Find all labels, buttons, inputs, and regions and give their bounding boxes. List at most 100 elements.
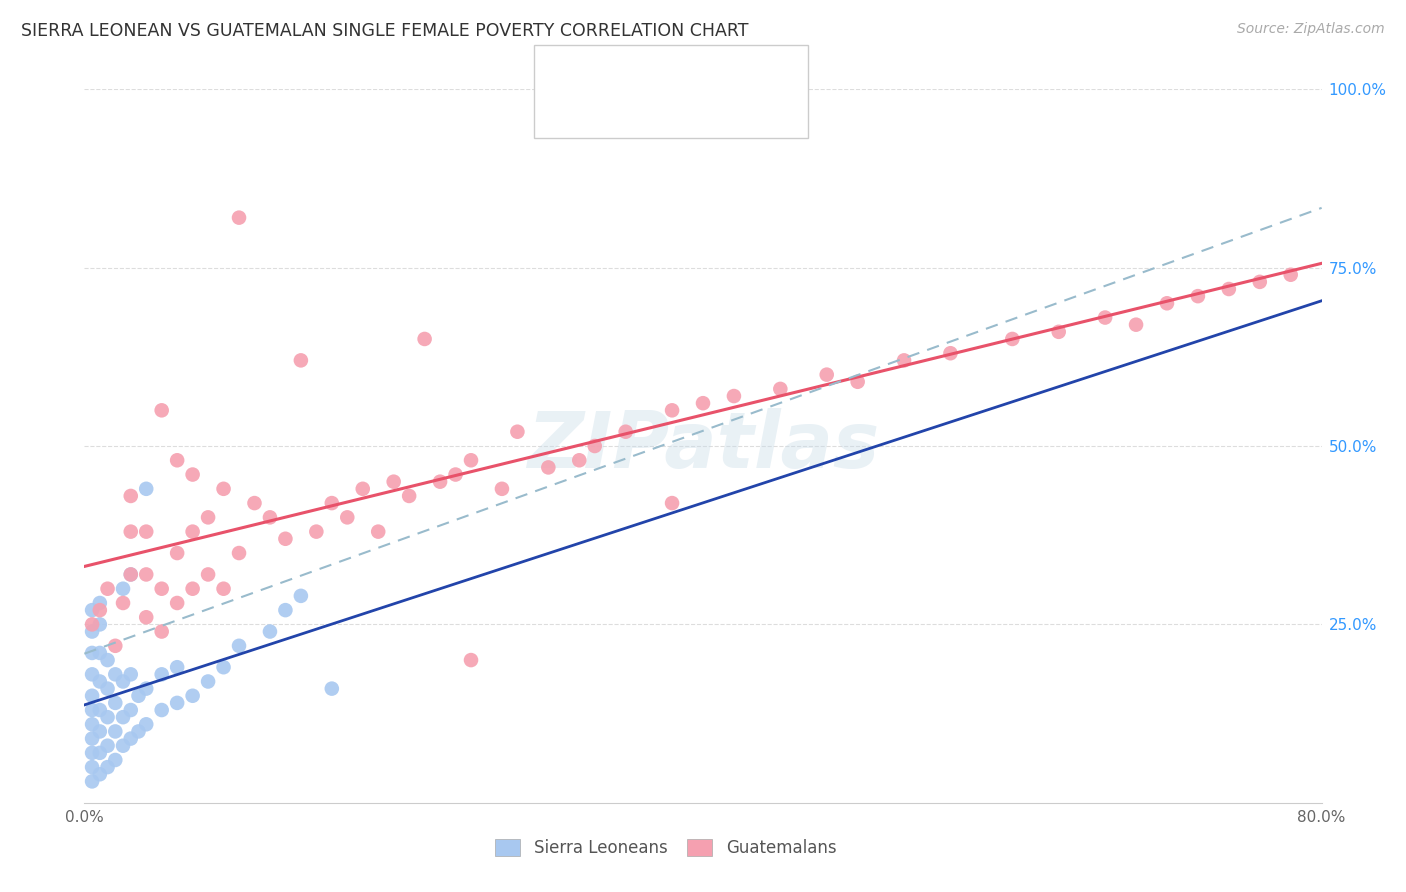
Point	[382, 475, 405, 489]
Point	[96, 760, 118, 774]
Point	[135, 610, 157, 624]
Point	[1094, 310, 1116, 325]
Point	[692, 396, 714, 410]
Text: ZIPatlas: ZIPatlas	[527, 408, 879, 484]
Point	[104, 696, 127, 710]
Point	[413, 332, 436, 346]
Point	[120, 667, 142, 681]
Point	[537, 460, 560, 475]
Point	[166, 546, 188, 560]
Point	[321, 681, 343, 696]
Point	[112, 739, 135, 753]
Point	[893, 353, 915, 368]
Point	[614, 425, 637, 439]
Point	[96, 582, 118, 596]
Text: Source: ZipAtlas.com: Source: ZipAtlas.com	[1237, 22, 1385, 37]
Point	[82, 746, 104, 760]
Point	[82, 617, 104, 632]
Point	[181, 689, 204, 703]
Point	[82, 760, 104, 774]
Point	[82, 667, 104, 681]
Point	[82, 774, 104, 789]
Point	[82, 689, 104, 703]
Point	[661, 403, 683, 417]
Point	[135, 567, 157, 582]
Point	[228, 639, 250, 653]
Point	[939, 346, 962, 360]
Text: 0.447: 0.447	[650, 106, 704, 124]
Point	[82, 646, 104, 660]
Point	[104, 724, 127, 739]
Point	[259, 624, 281, 639]
Point	[1125, 318, 1147, 332]
Point	[1047, 325, 1070, 339]
Text: R =: R =	[595, 59, 633, 77]
Point	[120, 567, 142, 582]
Point	[367, 524, 389, 539]
Point	[181, 582, 204, 596]
Point	[815, 368, 838, 382]
Point	[120, 703, 142, 717]
Point	[259, 510, 281, 524]
Point	[1218, 282, 1240, 296]
Point	[460, 453, 482, 467]
Point	[429, 475, 451, 489]
Point	[96, 710, 118, 724]
Point	[120, 489, 142, 503]
Point	[82, 603, 104, 617]
Point	[166, 660, 188, 674]
Point	[228, 211, 250, 225]
Point	[120, 567, 142, 582]
Point	[212, 582, 235, 596]
Point	[274, 603, 297, 617]
FancyBboxPatch shape	[534, 45, 808, 138]
Point	[1187, 289, 1209, 303]
Point	[89, 596, 111, 610]
Point	[723, 389, 745, 403]
FancyBboxPatch shape	[546, 101, 581, 129]
Point	[568, 453, 591, 467]
Point	[96, 739, 118, 753]
Point	[120, 731, 142, 746]
Point	[104, 667, 127, 681]
Point	[1001, 332, 1024, 346]
Point	[135, 482, 157, 496]
Point	[197, 510, 219, 524]
Point	[96, 681, 118, 696]
Point	[290, 589, 312, 603]
Point	[1279, 268, 1302, 282]
Point	[89, 674, 111, 689]
Point	[166, 696, 188, 710]
Point	[104, 639, 127, 653]
Text: 53: 53	[759, 59, 783, 77]
Point	[135, 524, 157, 539]
Point	[82, 731, 104, 746]
Point	[305, 524, 328, 539]
Point	[336, 510, 359, 524]
Text: N =: N =	[713, 59, 751, 77]
Text: N =: N =	[713, 106, 751, 124]
Point	[112, 582, 135, 596]
Point	[166, 596, 188, 610]
Point	[89, 746, 111, 760]
Point	[444, 467, 467, 482]
Point	[104, 753, 127, 767]
Point	[1156, 296, 1178, 310]
Point	[150, 703, 173, 717]
FancyBboxPatch shape	[546, 54, 581, 82]
Text: SIERRA LEONEAN VS GUATEMALAN SINGLE FEMALE POVERTY CORRELATION CHART: SIERRA LEONEAN VS GUATEMALAN SINGLE FEMA…	[21, 22, 748, 40]
Point	[135, 681, 157, 696]
Point	[89, 603, 111, 617]
Point	[150, 667, 173, 681]
Point	[112, 596, 135, 610]
Point	[89, 646, 111, 660]
Point	[290, 353, 312, 368]
Point	[127, 724, 149, 739]
Point	[89, 767, 111, 781]
Point	[491, 482, 513, 496]
Point	[197, 674, 219, 689]
Point	[89, 617, 111, 632]
Point	[82, 703, 104, 717]
Point	[661, 496, 683, 510]
Point	[321, 496, 343, 510]
